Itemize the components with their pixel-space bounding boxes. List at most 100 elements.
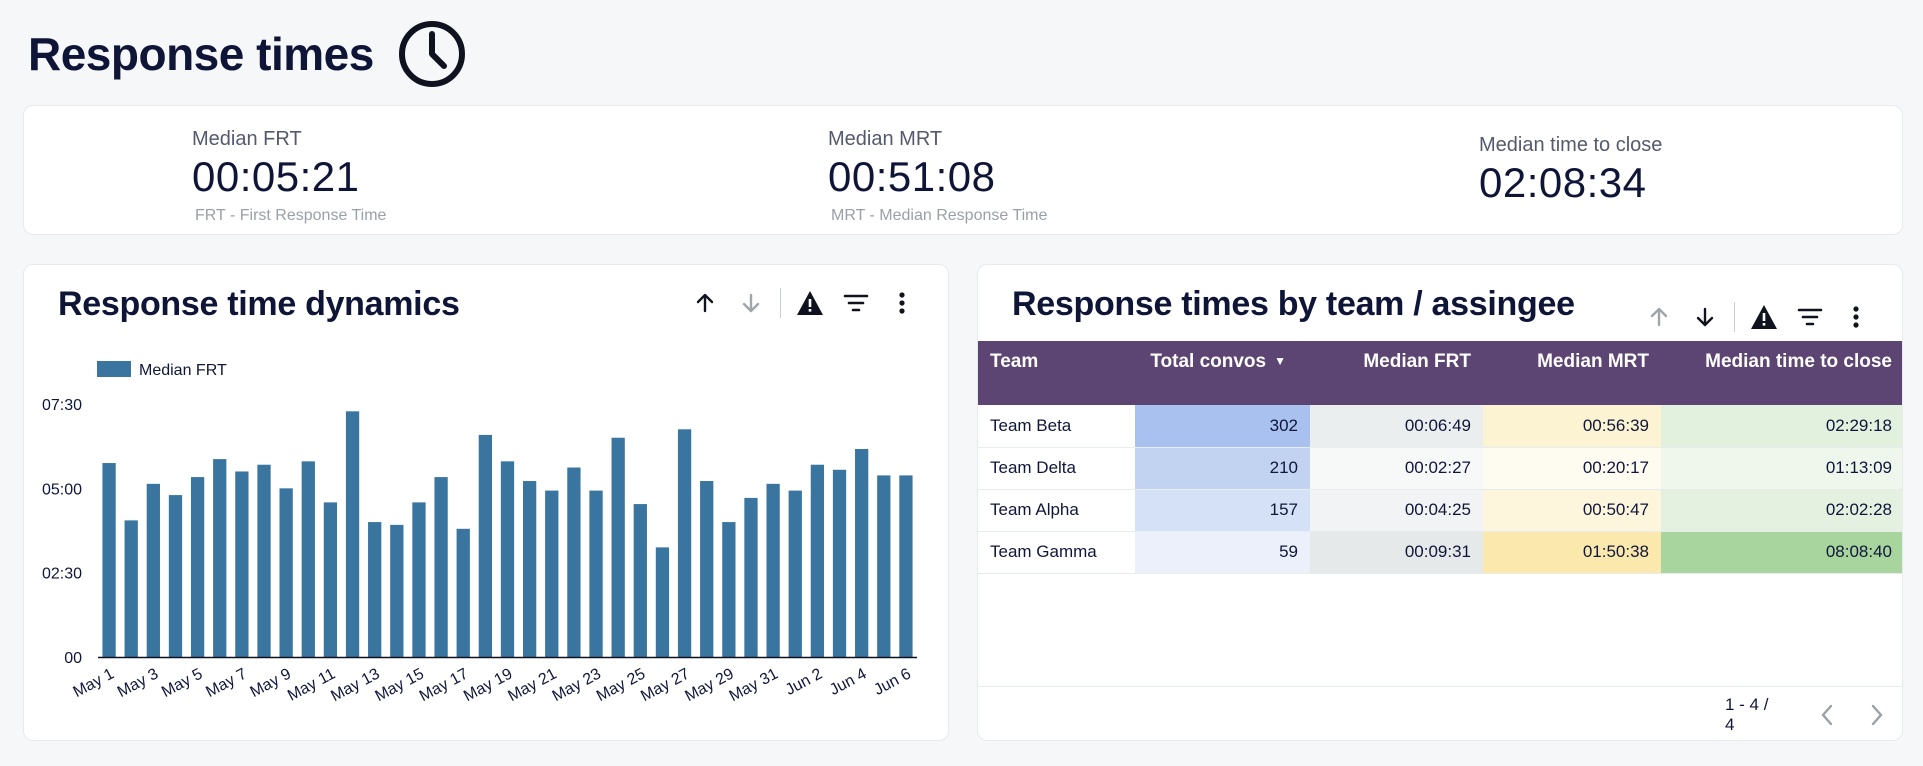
x-tick-label: Jun 6 [871, 665, 914, 698]
cell-team: Team Alpha [990, 500, 1079, 519]
warning-icon[interactable] [1741, 297, 1787, 337]
chart-title: Response time dynamics [58, 285, 460, 323]
bar [368, 522, 382, 657]
cell-median-mrt: 01:50:38 [1483, 531, 1661, 573]
kpi-note: FRT - First Response Time [195, 207, 387, 224]
kpi-value: 00:05:21 [192, 153, 360, 200]
warning-icon[interactable] [787, 283, 833, 323]
kpi-label: Median time to close [1479, 134, 1663, 156]
bar [146, 483, 160, 657]
chevron-right-icon[interactable] [1852, 695, 1902, 735]
cell-median-time-to-close: 02:02:28 [1661, 489, 1902, 531]
x-tick-label: May 1 [70, 665, 117, 701]
column-header-total-convos[interactable]: Total convos ▼ [1135, 341, 1310, 405]
legend-swatch [97, 361, 131, 377]
x-tick-label: May 3 [115, 665, 162, 701]
bar [589, 490, 603, 657]
table-row[interactable]: Team Alpha 157 00:04:25 00:50:47 02:02:2… [978, 489, 1902, 531]
x-tick-label: May 25 [594, 665, 648, 705]
table-title: Response times by team / assingee [1012, 285, 1575, 323]
x-tick-label: May 13 [328, 665, 382, 705]
bar [257, 464, 271, 657]
cell-total-convos: 210 [1135, 447, 1310, 489]
bar [213, 459, 227, 657]
x-tick-label: May 17 [417, 665, 471, 705]
toolbar-divider [1734, 302, 1735, 332]
cell-team: Team Gamma [990, 542, 1097, 561]
y-tick-label: 07:30 [42, 397, 82, 414]
bar [677, 429, 692, 657]
x-tick-label: May 9 [248, 665, 295, 701]
legend-label: Median FRT [139, 362, 227, 379]
x-tick-label: May 5 [159, 665, 206, 701]
bar [478, 434, 493, 657]
bar [655, 547, 670, 657]
bar [190, 477, 205, 657]
x-tick-label: May 15 [373, 665, 427, 705]
column-header-label: Median MRT [1537, 351, 1649, 372]
more-vert-icon[interactable] [1833, 297, 1879, 337]
toolbar-divider [780, 288, 781, 318]
filter-icon[interactable] [833, 283, 879, 323]
cell-median-mrt: 00:56:39 [1483, 405, 1661, 447]
x-tick-label: May 21 [505, 665, 559, 705]
bar [345, 411, 360, 657]
cell-total-convos: 157 [1135, 489, 1310, 531]
column-header-median-time-to-close[interactable]: Median time to close [1661, 341, 1902, 405]
column-header-label: Median FRT [1363, 351, 1471, 372]
column-header-label: Total convos [1150, 351, 1267, 372]
bar [124, 520, 138, 657]
cell-total-convos: 59 [1135, 531, 1310, 573]
bar [832, 469, 847, 657]
kpi-label: Median MRT [828, 128, 943, 150]
team-table: Team Total convos ▼ Median FRT Median MRT… [978, 341, 1902, 574]
bar [500, 461, 515, 657]
column-header-team[interactable]: Team [978, 341, 1135, 405]
y-tick-label: 02:30 [42, 566, 82, 583]
pagination-range: 1 - 4 / 4 [1725, 695, 1769, 734]
kpi-label: Median FRT [192, 128, 302, 150]
bar [434, 477, 448, 657]
x-tick-label: Jun 2 [783, 665, 826, 698]
sort-descending-icon[interactable] [728, 283, 774, 323]
sort-descending-icon[interactable] [1682, 297, 1728, 337]
column-header-median-frt[interactable]: Median FRT [1310, 341, 1483, 405]
clock-icon [398, 21, 465, 87]
response-times-by-team-card: Response times by team / assingee Team T… [977, 264, 1903, 741]
kpi-median-mrt: Median MRT 00:51:08 MRT - Median Respons… [828, 128, 1047, 225]
cell-median-time-to-close: 02:29:18 [1661, 405, 1902, 447]
table-toolbar [1636, 297, 1879, 337]
page-header: Response times [28, 16, 466, 92]
column-header-median-mrt[interactable]: Median MRT [1483, 341, 1661, 405]
table-row[interactable]: Team Delta 210 00:02:27 00:20:17 01:13:0… [978, 447, 1902, 489]
bar [877, 475, 891, 657]
table-row[interactable]: Team Beta 302 00:06:49 00:56:39 02:29:18 [978, 405, 1902, 447]
x-tick-label: May 27 [638, 665, 692, 705]
bar [456, 528, 470, 657]
bar [633, 504, 647, 657]
kpi-value: 02:08:34 [1479, 159, 1647, 206]
table-row[interactable]: Team Gamma 59 00:09:31 01:50:38 08:08:40 [978, 531, 1902, 573]
chevron-left-icon[interactable] [1802, 695, 1852, 735]
filter-icon[interactable] [1787, 297, 1833, 337]
sort-ascending-icon[interactable] [682, 283, 728, 323]
cell-median-mrt: 00:20:17 [1483, 447, 1661, 489]
sort-ascending-icon[interactable] [1636, 297, 1682, 337]
kpi-note: MRT - Median Response Time [831, 207, 1048, 224]
bar [168, 495, 183, 657]
cell-median-frt: 00:09:31 [1310, 531, 1483, 573]
y-tick-label: 05:00 [42, 481, 82, 498]
column-header-label: Median time to close [1705, 351, 1892, 372]
cell-median-frt: 00:02:27 [1310, 447, 1483, 489]
bar [788, 490, 802, 657]
cell-median-frt: 00:06:49 [1310, 405, 1483, 447]
response-time-dynamics-card: Response time dynamics Median FRT 00 02:30… [23, 264, 949, 741]
bar [611, 437, 625, 657]
bar [412, 502, 426, 657]
bar [855, 448, 869, 657]
kpi-median-frt: Median FRT 00:05:21 FRT - First Response… [192, 128, 386, 225]
x-tick-label: May 7 [203, 665, 250, 701]
more-vert-icon[interactable] [879, 283, 925, 323]
x-tick-label: May 11 [285, 665, 338, 704]
